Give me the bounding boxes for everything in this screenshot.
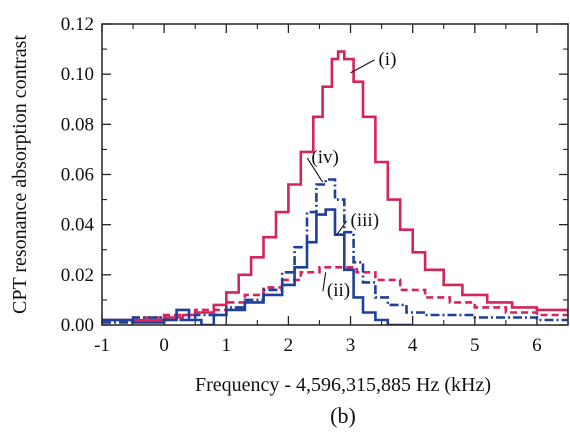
x-tick-label: 1: [222, 335, 232, 356]
x-axis-label: Frequency - 4,596,315,885 Hz (kHz): [195, 374, 491, 396]
annotation-label: (ii): [327, 280, 350, 301]
y-tick-label: 0.06: [61, 165, 94, 186]
x-tick-label: 0: [159, 335, 169, 356]
x-tick-label: 2: [284, 335, 294, 356]
y-tick-label: 0.00: [61, 315, 94, 336]
x-tick-label: 3: [346, 335, 356, 356]
x-tick-label: 5: [470, 335, 480, 356]
y-tick-label: 0.04: [61, 215, 95, 236]
annotation-label: (i): [378, 49, 396, 70]
annotation-label: (iii): [351, 210, 380, 231]
x-tick-label: -1: [94, 335, 110, 356]
y-tick-label: 0.10: [61, 64, 94, 85]
annotation-label: (iv): [311, 147, 338, 168]
y-tick-label: 0.08: [61, 114, 94, 135]
y-axis-label: CPT resonance absorption contrast: [9, 35, 31, 314]
y-tick-label: 0.12: [61, 14, 94, 35]
annotations: (i) (iv) (iii) (ii): [307, 49, 396, 301]
x-tick-label: 4: [408, 335, 418, 356]
figure-caption: (b): [330, 403, 356, 428]
y-tick-label: 0.02: [61, 265, 94, 286]
annotation-leader: [323, 272, 326, 291]
x-tick-label: 6: [532, 335, 542, 356]
